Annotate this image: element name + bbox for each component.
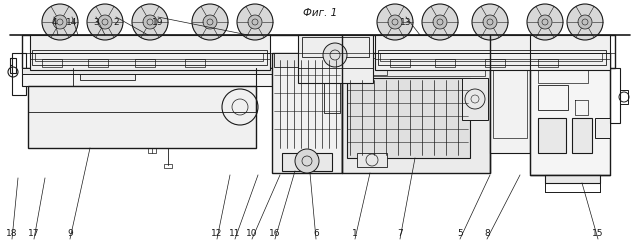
Bar [12,53,26,95]
Bar [357,153,387,167]
Circle shape [483,15,497,29]
Text: 16: 16 [269,229,281,238]
Bar [493,53,527,68]
Text: 19: 19 [152,18,164,27]
Circle shape [567,4,603,40]
Bar [538,85,568,110]
Circle shape [42,4,78,40]
Bar [272,53,342,173]
Circle shape [472,4,508,40]
Circle shape [578,15,592,29]
Circle shape [295,149,319,173]
Bar [390,59,410,67]
Circle shape [377,4,413,40]
Bar [493,68,527,138]
Bar [347,78,470,158]
Bar [55,58,73,68]
Bar [22,35,615,68]
Bar [378,50,606,65]
Bar [185,59,205,67]
Bar [620,90,628,104]
Bar [28,86,256,148]
Bar [274,53,340,67]
Bar [342,53,490,173]
Bar [80,68,135,80]
Bar [610,68,620,123]
Bar [545,175,600,183]
Circle shape [132,4,168,40]
Circle shape [237,4,273,40]
Circle shape [538,15,552,29]
Bar [490,53,530,153]
Circle shape [87,4,123,40]
Circle shape [203,15,217,29]
Bar [135,59,155,67]
Circle shape [433,15,447,29]
Bar [42,59,62,67]
Bar [347,58,485,76]
Bar [538,68,588,83]
Circle shape [527,4,563,40]
Text: 3: 3 [93,18,99,27]
Bar [375,35,610,70]
Circle shape [53,15,67,29]
Text: 6: 6 [313,229,319,238]
Bar [530,53,610,175]
Bar [298,35,373,83]
Bar [538,59,558,67]
Text: 13: 13 [400,18,412,27]
Text: 9: 9 [67,229,73,238]
Bar [462,78,488,120]
Text: Фиг. 1: Фиг. 1 [303,8,337,18]
Text: 12: 12 [211,229,223,238]
Text: 17: 17 [28,229,40,238]
Circle shape [422,4,458,40]
Bar [10,58,16,73]
Text: 1: 1 [352,229,358,238]
Text: 15: 15 [592,229,604,238]
Text: 7: 7 [397,229,403,238]
Circle shape [248,15,262,29]
Bar [324,78,340,113]
Circle shape [388,15,402,29]
Bar [35,53,263,61]
Bar [572,118,592,153]
Bar [30,35,270,70]
Bar [88,59,108,67]
Circle shape [323,43,347,67]
Text: 10: 10 [246,229,258,238]
Bar [435,59,455,67]
Bar [347,53,387,75]
Circle shape [192,4,228,40]
Text: 5: 5 [457,229,463,238]
Bar [380,53,602,61]
Bar [538,118,566,153]
Bar [22,68,272,86]
Text: 11: 11 [229,229,241,238]
Bar [595,118,610,138]
Circle shape [98,15,112,29]
Text: 2: 2 [113,18,119,27]
Bar [148,148,156,153]
Bar [485,59,505,67]
Bar [30,58,52,68]
Bar [32,50,267,65]
Text: 4: 4 [51,18,57,27]
Bar [22,68,272,74]
Bar [164,164,172,168]
Bar [282,153,332,171]
Bar [302,37,369,57]
Circle shape [143,15,157,29]
Text: 18: 18 [6,229,18,238]
Text: 8: 8 [484,229,490,238]
Text: 14: 14 [67,18,77,27]
